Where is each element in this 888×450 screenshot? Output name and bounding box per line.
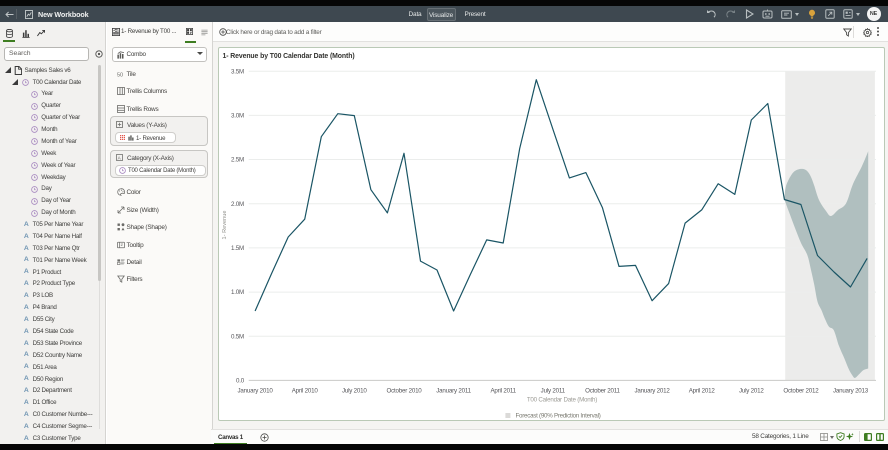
svg-text:April 2011: April 2011 bbox=[490, 387, 516, 394]
svg-text:July 2011: July 2011 bbox=[541, 387, 566, 394]
svg-text:January 2012: January 2012 bbox=[635, 387, 671, 394]
svg-text:July 2012: July 2012 bbox=[739, 387, 764, 394]
svg-text:January 2010: January 2010 bbox=[238, 387, 274, 394]
svg-text:1- Revenue by T00 Calendar Dat: 1- Revenue by T00 Calendar Date (Month) bbox=[223, 53, 355, 60]
svg-text:50: 50 bbox=[117, 73, 123, 79]
svg-text:January 2013: January 2013 bbox=[833, 387, 869, 394]
svg-text:April 2012: April 2012 bbox=[689, 387, 716, 394]
svg-text:Forecast (90% Prediction Inter: Forecast (90% Prediction Interval) bbox=[516, 413, 601, 420]
svg-text:October 2011: October 2011 bbox=[585, 387, 620, 394]
svg-text:3.0M: 3.0M bbox=[231, 113, 244, 120]
svg-text:October 2012: October 2012 bbox=[783, 387, 819, 394]
svg-text:January 2011: January 2011 bbox=[436, 387, 471, 394]
svg-text:October 2010: October 2010 bbox=[386, 387, 422, 394]
svg-text:1- Revenue: 1- Revenue bbox=[222, 211, 228, 240]
svg-text:3.5M: 3.5M bbox=[231, 68, 244, 75]
svg-text:1.0M: 1.0M bbox=[231, 289, 244, 296]
svg-text:April 2010: April 2010 bbox=[292, 387, 319, 394]
svg-text:2.0M: 2.0M bbox=[231, 201, 244, 208]
svg-text:1.5M: 1.5M bbox=[231, 245, 244, 252]
svg-text:2.5M: 2.5M bbox=[231, 157, 244, 164]
svg-text:0.5M: 0.5M bbox=[231, 333, 244, 340]
svg-text:T00 Calendar Date (Month): T00 Calendar Date (Month) bbox=[527, 396, 597, 403]
svg-text:July 2010: July 2010 bbox=[342, 387, 367, 394]
svg-text:0.0: 0.0 bbox=[236, 378, 245, 385]
svg-text:A: A bbox=[118, 155, 122, 160]
